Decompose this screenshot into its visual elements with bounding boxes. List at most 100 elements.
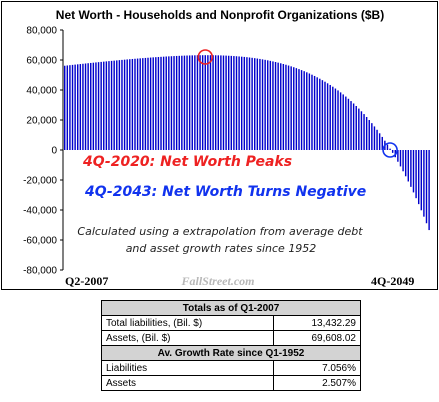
- table-row: Assets, (Bil. $) 69,608.02: [101, 330, 362, 346]
- bar: [165, 56, 167, 150]
- bar: [399, 150, 402, 167]
- bar: [162, 56, 165, 150]
- annotation-method-line1: Calculated using a extrapolation from av…: [77, 225, 363, 238]
- bar: [303, 71, 305, 150]
- row-label: Total liabilities, (Bil. $): [101, 315, 274, 331]
- bar: [196, 55, 199, 151]
- bar: [329, 84, 331, 150]
- y-tick-label: 20,000: [26, 116, 57, 127]
- y-tick-label: 0: [51, 146, 57, 157]
- bar: [79, 64, 82, 150]
- table-subtitle: Av. Growth Rate since Q1-1952: [101, 345, 361, 361]
- bar: [126, 59, 128, 150]
- bar: [233, 56, 235, 150]
- bar: [186, 55, 188, 150]
- bar: [376, 129, 378, 150]
- bar: [350, 101, 352, 150]
- bar: [368, 120, 370, 150]
- bar: [214, 55, 217, 150]
- bar: [131, 58, 134, 151]
- bar: [389, 148, 391, 150]
- table-row: Assets 2.507%: [101, 375, 362, 391]
- bar: [321, 80, 324, 150]
- y-tick-label: -40,000: [23, 206, 57, 217]
- x-start-label: Q2-2007: [65, 274, 108, 288]
- bar: [227, 55, 230, 150]
- bar: [64, 65, 66, 150]
- y-tick-label: -20,000: [23, 176, 57, 187]
- table-title-row: Totals as of Q1-2007: [101, 300, 361, 316]
- bar: [287, 65, 290, 150]
- table-row: Liabilities 7.056%: [101, 360, 362, 376]
- bar: [363, 114, 365, 150]
- bar: [282, 64, 285, 150]
- bar: [428, 150, 430, 231]
- chart-frame: Net Worth - Households and Nonprofit Org…: [1, 1, 438, 290]
- y-tick-label: 60,000: [26, 56, 57, 67]
- bar: [256, 58, 259, 150]
- bar: [417, 150, 420, 205]
- bar: [420, 150, 423, 211]
- bar: [360, 111, 363, 150]
- bar: [92, 62, 95, 150]
- bar: [212, 55, 214, 151]
- bar: [306, 72, 308, 150]
- bar: [365, 116, 368, 150]
- bar: [269, 60, 272, 150]
- row-value: 2.507%: [272, 375, 362, 391]
- bar: [298, 69, 300, 150]
- bar: [69, 65, 71, 150]
- bar: [311, 74, 313, 150]
- y-tick-label: -80,000: [23, 266, 57, 277]
- bar: [415, 150, 417, 199]
- bar: [105, 61, 108, 150]
- bar: [95, 62, 97, 150]
- bar: [116, 60, 118, 150]
- bar: [402, 150, 404, 172]
- bar: [345, 96, 347, 150]
- bar: [188, 55, 191, 150]
- bar: [113, 60, 115, 150]
- bar: [381, 136, 383, 150]
- bar: [254, 58, 256, 150]
- bar: [71, 64, 74, 150]
- bar-series: [64, 55, 430, 231]
- bar: [209, 55, 212, 151]
- bar: [246, 57, 248, 150]
- bar: [355, 105, 357, 150]
- bar: [217, 55, 219, 150]
- bar: [149, 57, 152, 150]
- bar: [139, 58, 141, 151]
- bar: [347, 98, 350, 150]
- table-subtitle-row: Av. Growth Rate since Q1-1952: [101, 345, 361, 361]
- bar: [308, 73, 311, 150]
- bar: [425, 150, 428, 224]
- bar: [264, 59, 266, 150]
- marker-circles: [197, 49, 398, 158]
- bar: [175, 55, 178, 151]
- net-worth-chart: Net Worth - Households and Nonprofit Org…: [23, 8, 430, 288]
- bar: [243, 56, 246, 150]
- bar: [337, 90, 339, 150]
- bar: [108, 61, 110, 151]
- table-title: Totals as of Q1-2007: [101, 300, 361, 316]
- bar: [324, 81, 326, 150]
- bar: [194, 55, 196, 151]
- bar: [118, 60, 121, 150]
- bar: [173, 56, 175, 150]
- bar: [290, 66, 292, 150]
- bar: [157, 56, 160, 150]
- bar: [82, 63, 84, 150]
- bar: [334, 88, 337, 150]
- x-end-label: 4Q-2049: [371, 274, 414, 288]
- bar: [316, 77, 318, 150]
- bar: [397, 150, 399, 162]
- bar: [155, 57, 157, 150]
- watermark: FallStreet.com: [181, 274, 255, 288]
- marker-circle: [197, 49, 214, 65]
- bar: [410, 150, 412, 187]
- bar: [77, 64, 79, 150]
- bar: [74, 64, 76, 150]
- bar: [332, 86, 334, 150]
- bar: [313, 75, 316, 150]
